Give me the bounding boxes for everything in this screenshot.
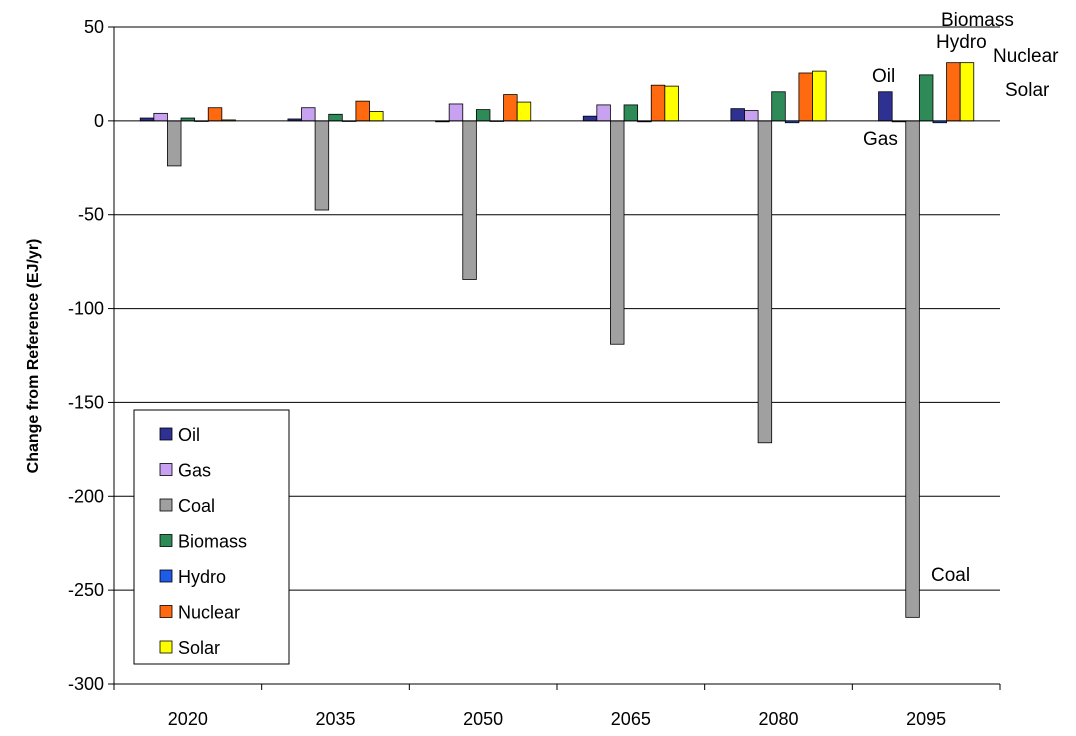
x-tick-label-2095: 2095 (906, 709, 946, 729)
annotations: Biomass Hydro Nuclear Oil Solar Gas Coal (863, 10, 1059, 586)
bar-coal-2050 (462, 120, 477, 280)
bar-solar-2095 (959, 62, 975, 122)
bar-nuclear-2020 (207, 107, 223, 122)
bar-nuclear-2065 (650, 84, 666, 122)
legend-label-biomass: Biomass (178, 532, 247, 552)
bar-biomass-2035 (328, 113, 343, 122)
bar-nuclear-2095 (946, 62, 961, 122)
annotation-solar: Solar (1005, 80, 1050, 101)
bar-biomass-2095 (918, 74, 934, 122)
legend-swatch-biomass (159, 534, 173, 547)
y-tick-label--150: -150 (68, 392, 104, 412)
bar-solar-2035 (369, 111, 384, 122)
y-tick-label--200: -200 (68, 486, 104, 506)
y-tick-label--250: -250 (68, 580, 104, 600)
bars (139, 62, 975, 618)
bar-oil-2080 (730, 108, 745, 122)
bar-oil-2065 (582, 115, 598, 122)
legend-label-solar: Solar (178, 638, 220, 658)
legend-swatch-coal (159, 498, 173, 512)
legend-label-hydro: Hydro (178, 567, 226, 587)
legend: Oil Gas Coal Biomass Hydro Nuclear Solar (133, 409, 290, 665)
bar-coal-2020 (167, 120, 182, 167)
annotation-nuclear: Nuclear (993, 46, 1059, 67)
bar-oil-2095 (878, 91, 893, 122)
bar-coal-2080 (757, 120, 773, 444)
y-tick-label--50: -50 (78, 205, 104, 225)
x-tick-label-2020: 2020 (168, 709, 208, 729)
bar-gas-2035 (301, 107, 316, 122)
bar-biomass-2065 (623, 104, 639, 122)
annotation-biomass: Biomass (941, 10, 1014, 31)
annotation-coal: Coal (931, 565, 970, 586)
legend-label-nuclear: Nuclear (178, 603, 240, 623)
bar-coal-2095 (905, 120, 920, 618)
x-tick-label-2080: 2080 (758, 709, 798, 729)
x-tick-label-2065: 2065 (611, 709, 651, 729)
y-tick-label-50: 50 (84, 17, 104, 37)
bar-solar-2065 (664, 85, 679, 122)
axes: 50 0 -50 -100 -150 -200 -250 -300 2020 2035 2050 20… (68, 17, 1001, 729)
legend-label-oil: Oil (178, 425, 200, 445)
legend-swatch-oil (159, 427, 173, 441)
y-axis-title: Change from Reference (EJ/yr) (25, 239, 42, 474)
legend-label-gas: Gas (178, 461, 211, 481)
bar-coal-2035 (314, 120, 330, 211)
legend-label-coal: Coal (178, 496, 215, 516)
legend-swatch-solar (159, 640, 173, 654)
bar-gas-2020 (153, 112, 168, 122)
bar-gas-2050 (448, 103, 464, 122)
x-tick-label-2035: 2035 (315, 709, 355, 729)
y-tick-label--300: -300 (68, 674, 104, 694)
bar-gas-2065 (596, 104, 611, 122)
bar-nuclear-2035 (355, 100, 370, 122)
bar-coal-2065 (610, 120, 625, 345)
annotation-oil: Oil (872, 66, 895, 87)
y-tick-label-0: 0 (94, 111, 104, 131)
legend-swatch-nuclear (159, 605, 173, 618)
bar-biomass-2050 (475, 109, 491, 122)
bar-solar-2050 (516, 101, 532, 122)
legend-swatch-gas (159, 463, 173, 476)
bar-nuclear-2080 (798, 72, 813, 122)
x-tick-label-2050: 2050 (463, 709, 503, 729)
legend-swatch-hydro (159, 569, 173, 583)
bar-solar-2080 (812, 70, 827, 122)
annotation-hydro: Hydro (936, 32, 987, 53)
bar-gas-2080 (744, 110, 759, 122)
annotation-gas: Gas (863, 129, 898, 150)
y-tick-label--100: -100 (68, 299, 104, 319)
bar-biomass-2080 (771, 91, 786, 122)
bar-nuclear-2050 (503, 94, 518, 122)
